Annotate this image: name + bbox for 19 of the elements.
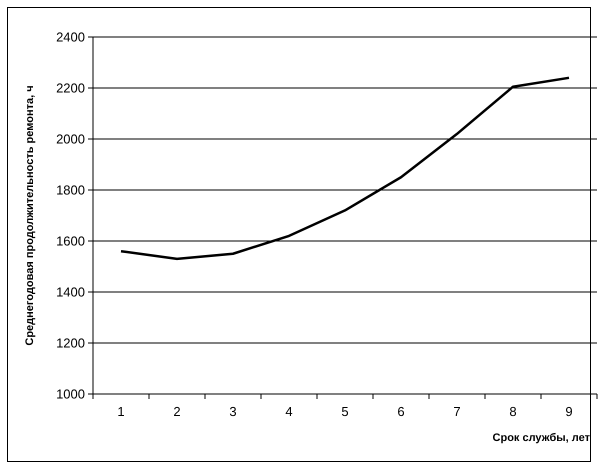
y-tick-label: 2400 <box>56 30 85 45</box>
x-tick-label: 6 <box>397 404 405 419</box>
y-tick-label: 1400 <box>56 284 85 300</box>
y-tick-label: 1600 <box>56 234 85 249</box>
x-tick-label: 2 <box>173 404 181 419</box>
y-tick-label: 1200 <box>56 336 85 351</box>
x-tick-label: 8 <box>509 404 517 419</box>
x-tick-label: 1 <box>117 404 125 419</box>
y-tick-label: 2000 <box>56 132 85 147</box>
x-tick-label: 7 <box>453 404 461 419</box>
x-axis-title: Срок службы, лет <box>492 432 591 444</box>
x-tick-label: 9 <box>565 404 573 419</box>
y-tick-label: 1000 <box>56 386 85 402</box>
y-tick-label: 1800 <box>56 182 85 198</box>
y-tick-label: 2200 <box>56 80 85 96</box>
x-tick-label: 4 <box>285 404 293 419</box>
y-axis-title: Среднегодовая продолжительность ремонта, ч <box>24 85 36 346</box>
x-tick-label: 5 <box>341 404 349 419</box>
x-tick-label: 3 <box>229 404 237 419</box>
